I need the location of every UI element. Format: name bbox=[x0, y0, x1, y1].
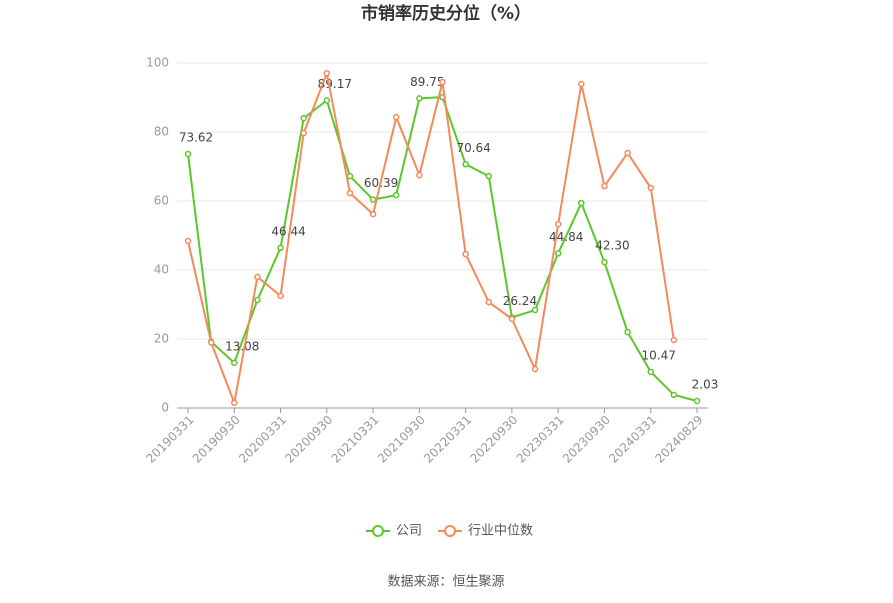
y-tick-label: 40 bbox=[154, 263, 169, 277]
point bbox=[346, 172, 354, 180]
y-tick-label: 100 bbox=[146, 56, 169, 70]
x-tick-label: 20190331 bbox=[144, 413, 197, 466]
x-tick-label: 20220930 bbox=[467, 413, 520, 466]
data-label: 89.17 bbox=[318, 77, 352, 91]
data-label: 44.84 bbox=[549, 230, 583, 244]
y-tick-label: 0 bbox=[161, 401, 169, 415]
point bbox=[693, 397, 701, 405]
x-tick-label: 20210331 bbox=[329, 413, 382, 466]
point bbox=[601, 182, 608, 190]
point bbox=[416, 171, 423, 179]
point bbox=[578, 199, 585, 207]
point bbox=[670, 336, 678, 344]
point bbox=[485, 172, 493, 180]
point bbox=[485, 298, 493, 306]
legend-label: 公司 bbox=[396, 524, 422, 539]
source-note: 数据来源：恒生聚源 bbox=[387, 575, 504, 590]
point bbox=[392, 191, 400, 199]
point bbox=[369, 196, 377, 203]
point bbox=[554, 250, 562, 257]
point bbox=[323, 70, 331, 77]
point bbox=[578, 80, 585, 88]
x-tick-label: 20240829 bbox=[653, 413, 706, 466]
point bbox=[624, 149, 631, 157]
point bbox=[369, 210, 377, 218]
x-tick-label: 20190930 bbox=[190, 413, 243, 466]
point bbox=[254, 273, 261, 281]
y-tick-label: 20 bbox=[154, 332, 169, 346]
point bbox=[277, 292, 284, 300]
data-label: 70.64 bbox=[456, 141, 490, 155]
x-tick-label: 20200930 bbox=[282, 413, 335, 466]
point bbox=[184, 150, 192, 158]
point bbox=[508, 315, 516, 323]
point bbox=[601, 258, 608, 266]
data-label: 13.08 bbox=[225, 339, 259, 353]
point bbox=[670, 391, 678, 399]
legend-marker bbox=[444, 525, 457, 537]
data-label: 42.30 bbox=[595, 239, 629, 253]
legend-marker bbox=[372, 525, 384, 537]
point bbox=[647, 368, 654, 376]
point bbox=[300, 114, 307, 122]
y-tick-label: 80 bbox=[154, 125, 169, 139]
point bbox=[346, 189, 354, 197]
x-tick-label: 20230331 bbox=[514, 413, 567, 466]
data-label: 10.47 bbox=[642, 348, 676, 362]
point bbox=[323, 97, 331, 104]
data-label: 26.24 bbox=[503, 294, 537, 308]
point bbox=[254, 296, 261, 304]
point bbox=[462, 161, 469, 168]
x-tick-label: 20240331 bbox=[606, 413, 659, 466]
point bbox=[184, 237, 192, 245]
data-label: 73.62 bbox=[179, 131, 213, 145]
point bbox=[554, 220, 562, 228]
data-label: 89.75 bbox=[410, 75, 444, 89]
point bbox=[392, 113, 400, 121]
legend-label: 行业中位数 bbox=[468, 524, 533, 539]
point bbox=[277, 244, 284, 252]
x-tick-label: 20230930 bbox=[560, 413, 613, 466]
point bbox=[300, 129, 307, 137]
data-label: 46.44 bbox=[271, 224, 305, 238]
series-line bbox=[187, 69, 675, 407]
point bbox=[231, 399, 238, 407]
point bbox=[231, 359, 238, 367]
point bbox=[462, 250, 469, 258]
point bbox=[416, 95, 423, 102]
point bbox=[207, 339, 215, 346]
x-tick-label: 20200331 bbox=[236, 413, 289, 466]
y-tick-label: 60 bbox=[154, 194, 169, 208]
point bbox=[647, 184, 654, 192]
x-tick-label: 20220331 bbox=[421, 413, 474, 466]
chart-title: 市销率历史分位（%） bbox=[361, 3, 531, 24]
point bbox=[531, 306, 539, 314]
point bbox=[624, 328, 631, 336]
data-label: 2.03 bbox=[692, 377, 719, 391]
point bbox=[531, 365, 539, 373]
x-tick-label: 20210930 bbox=[375, 413, 428, 466]
point bbox=[439, 78, 446, 86]
